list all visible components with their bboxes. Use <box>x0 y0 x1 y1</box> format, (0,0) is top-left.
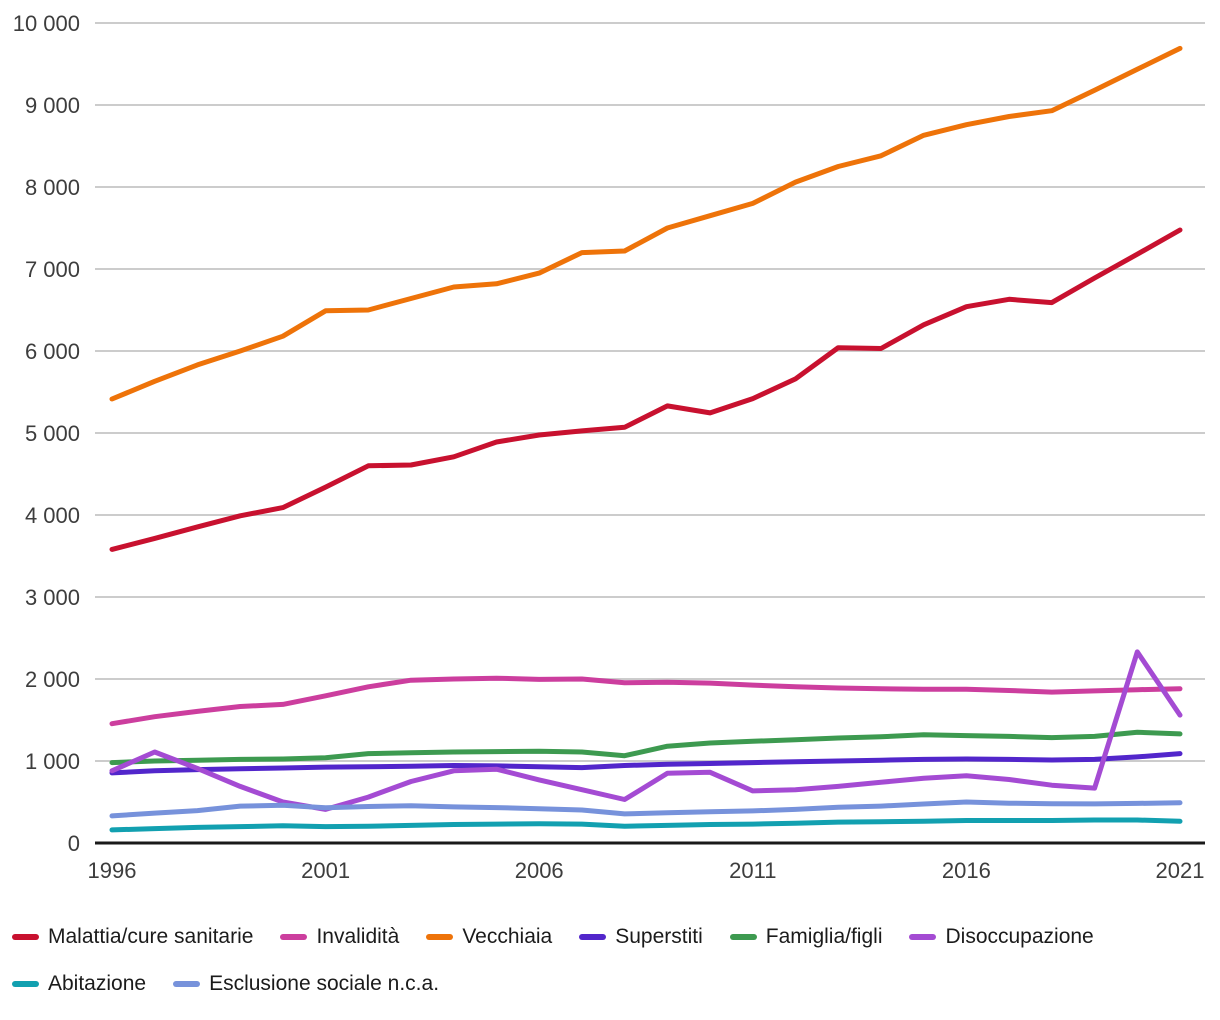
legend-swatch-disoccupazione <box>909 934 937 940</box>
series-line-disoccupazione <box>109 649 1183 812</box>
legend-item-invalidita[interactable]: Invalidità <box>280 920 399 954</box>
y-axis-tick-label: 0 <box>68 831 80 856</box>
legend-swatch-malattia-cure-sanitarie <box>12 934 39 940</box>
legend-label: Superstiti <box>615 925 703 948</box>
x-axis-tick-label: 1996 <box>88 858 137 883</box>
legend-label: Disoccupazione <box>945 925 1094 948</box>
legend-label: Invalidità <box>316 925 400 948</box>
series-line-malattia-cure-sanitarie <box>109 227 1183 552</box>
y-axis-tick-label: 6 000 <box>25 339 80 364</box>
y-axis-tick-label: 8 000 <box>25 175 80 200</box>
x-axis-tick-label: 2011 <box>729 858 776 883</box>
x-axis-tick-label: 2021 <box>1156 858 1205 883</box>
y-axis-tick-label: 4 000 <box>25 503 80 528</box>
y-axis-tick-label: 3 000 <box>25 585 80 610</box>
legend-item-esclusione-sociale-nca[interactable]: Esclusione sociale n.c.a. <box>173 967 439 1001</box>
x-axis-tick-label: 2001 <box>301 858 350 883</box>
legend-swatch-abitazione <box>12 981 39 987</box>
x-axis-tick-label: 2006 <box>515 858 564 883</box>
legend-swatch-esclusione-sociale-nca <box>173 981 201 987</box>
legend-item-famiglia-figli[interactable]: Famiglia/figli <box>729 920 883 954</box>
chart-legend: Malattia/cure sanitarie Invalidità Vecchia… <box>12 920 1212 1001</box>
legend-item-disoccupazione[interactable]: Disoccupazione <box>909 920 1094 954</box>
y-axis-tick-label: 7 000 <box>25 257 80 282</box>
legend-swatch-superstiti <box>579 934 607 940</box>
legend-label: Abitazione <box>48 972 147 995</box>
legend-item-vecchiaia[interactable]: Vecchiaia <box>426 920 552 954</box>
legend-label: Vecchiaia <box>462 925 553 948</box>
legend-item-malattia-cure-sanitarie[interactable]: Malattia/cure sanitarie <box>12 920 253 954</box>
y-axis-tick-label: 9 000 <box>25 93 80 118</box>
x-axis-tick-label: 2016 <box>942 858 991 883</box>
legend-label: Malattia/cure sanitarie <box>48 925 254 948</box>
series-line-superstiti <box>109 751 1183 776</box>
legend-swatch-invalidita <box>280 934 308 940</box>
y-axis-tick-label: 2 000 <box>25 667 80 692</box>
series-line-famiglia-figli <box>109 729 1183 766</box>
legend-item-abitazione[interactable]: Abitazione <box>12 967 146 1001</box>
legend-label: Esclusione sociale n.c.a. <box>209 972 440 995</box>
line-chart-canvas: 0 1 000 2 000 3 000 4 000 5 000 6 000 7 000 8 00… <box>13 11 1205 883</box>
y-axis-tick-label: 5 000 <box>25 421 80 446</box>
series-line-invalidita <box>109 675 1183 727</box>
legend-swatch-vecchiaia <box>426 934 454 940</box>
series-line-vecchiaia <box>109 45 1183 402</box>
legend-swatch-famiglia-figli <box>729 934 757 940</box>
legend-label: Famiglia/figli <box>765 925 883 948</box>
series-line-esclusione-sociale-nca <box>109 799 1183 819</box>
y-axis-tick-label: 10 000 <box>13 11 80 36</box>
y-axis-tick-label: 1 000 <box>25 749 80 774</box>
legend-item-superstiti[interactable]: Superstiti <box>579 920 703 954</box>
series-line-abitazione <box>109 817 1183 833</box>
